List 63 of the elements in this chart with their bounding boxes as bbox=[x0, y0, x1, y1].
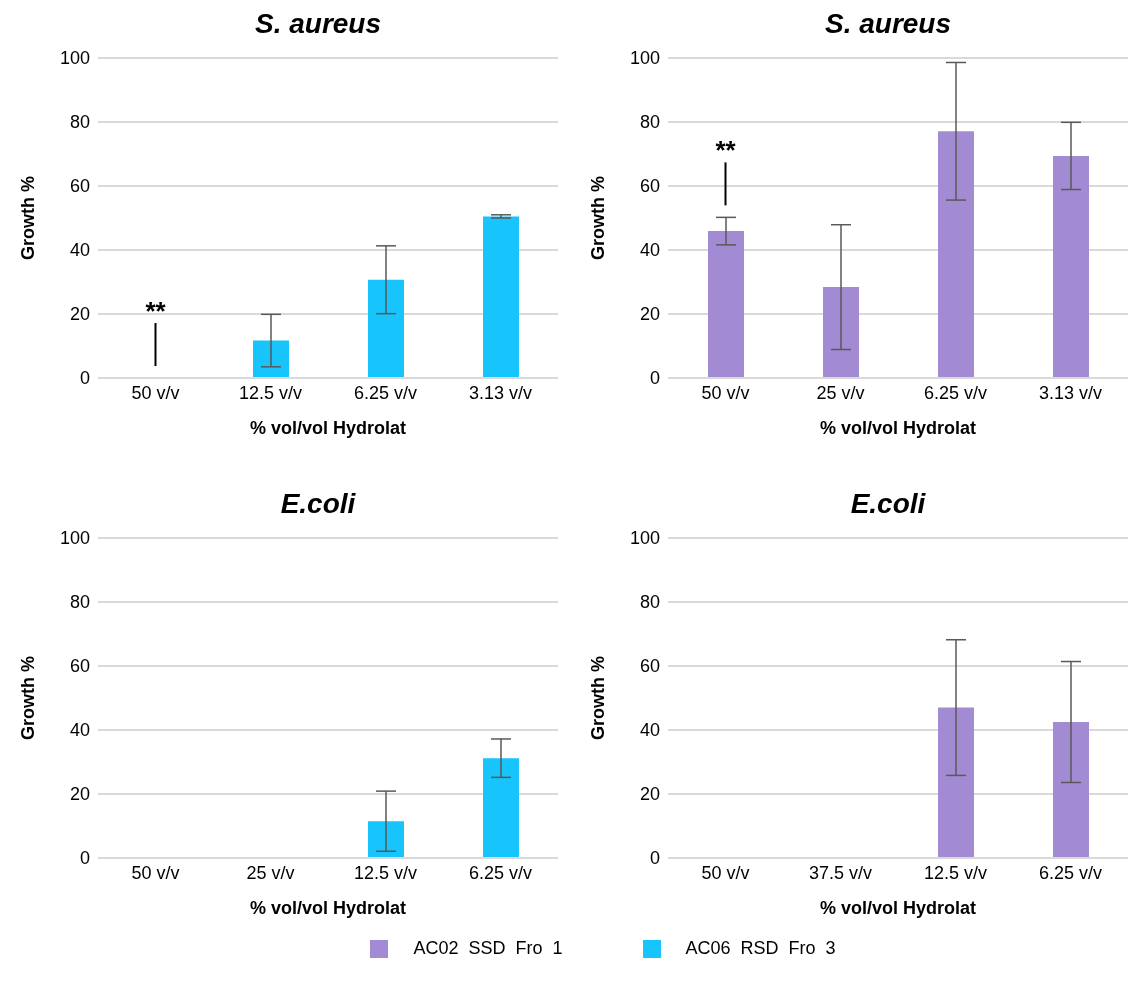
x-tick-label: 25 v/v bbox=[246, 862, 295, 883]
x-tick-label: 50 v/v bbox=[131, 862, 180, 883]
y-tick-label: 40 bbox=[639, 720, 660, 741]
y-tick-label: 40 bbox=[69, 720, 90, 741]
x-tick-label: 3.13 v/v bbox=[1038, 382, 1103, 403]
bar bbox=[708, 231, 744, 378]
chart-title: S. aureus bbox=[823, 8, 953, 41]
y-tick-label: 80 bbox=[69, 592, 90, 613]
x-axis-title: % vol/vol Hydrolat bbox=[819, 418, 977, 438]
y-tick-label: 80 bbox=[639, 592, 660, 613]
y-axis-title: Growth % bbox=[588, 176, 609, 260]
legend-label: AC02 SSD Fro 1 bbox=[413, 938, 563, 959]
y-tick-label: 100 bbox=[59, 48, 90, 69]
y-tick-label: 100 bbox=[59, 528, 90, 549]
bar bbox=[253, 340, 289, 378]
x-tick-label: 6.25 v/v bbox=[468, 862, 533, 883]
y-tick-label: 20 bbox=[639, 304, 660, 325]
y-tick-label: 0 bbox=[79, 848, 90, 869]
chart-title: E.coli bbox=[279, 488, 357, 521]
y-tick-label: 20 bbox=[69, 304, 90, 325]
annotation: ** bbox=[715, 135, 737, 166]
x-tick-label: 50 v/v bbox=[701, 382, 750, 403]
y-tick-label: 0 bbox=[649, 368, 660, 389]
y-tick-label: 40 bbox=[69, 240, 90, 261]
x-axis-title: % vol/vol Hydrolat bbox=[249, 898, 407, 918]
x-tick-label: 6.25 v/v bbox=[1038, 862, 1103, 883]
y-axis-title: Growth % bbox=[18, 656, 39, 740]
y-tick-label: 20 bbox=[639, 784, 660, 805]
y-tick-label: 100 bbox=[629, 48, 660, 69]
bar bbox=[938, 131, 974, 378]
x-axis-title: % vol/vol Hydrolat bbox=[819, 898, 977, 918]
x-tick-label: 3.13 v/v bbox=[468, 382, 533, 403]
y-tick-label: 80 bbox=[69, 112, 90, 133]
y-tick-label: 60 bbox=[69, 176, 90, 197]
chart-title: S. aureus bbox=[253, 8, 383, 41]
y-tick-label: 0 bbox=[649, 848, 660, 869]
x-axis-title: % vol/vol Hydrolat bbox=[249, 418, 407, 438]
y-tick-label: 80 bbox=[639, 112, 660, 133]
x-tick-label: 12.5 v/v bbox=[923, 862, 988, 883]
bar bbox=[823, 287, 859, 378]
x-tick-label: 6.25 v/v bbox=[923, 382, 988, 403]
y-tick-label: 100 bbox=[629, 528, 660, 549]
x-tick-label: 6.25 v/v bbox=[353, 382, 418, 403]
x-tick-label: 50 v/v bbox=[131, 382, 180, 403]
y-axis-title: Growth % bbox=[588, 656, 609, 740]
y-tick-label: 0 bbox=[79, 368, 90, 389]
bar bbox=[483, 216, 519, 378]
chart-title: E.coli bbox=[849, 488, 927, 521]
bar bbox=[368, 279, 404, 378]
x-tick-label: 12.5 v/v bbox=[238, 382, 303, 403]
y-tick-label: 60 bbox=[639, 176, 660, 197]
x-tick-label: 50 v/v bbox=[701, 862, 750, 883]
annotation: ** bbox=[145, 296, 167, 326]
y-tick-label: 20 bbox=[69, 784, 90, 805]
x-tick-label: 12.5 v/v bbox=[353, 862, 418, 883]
legend-label: AC06 RSD Fro 3 bbox=[685, 938, 836, 959]
y-tick-label: 40 bbox=[639, 240, 660, 261]
y-tick-label: 60 bbox=[69, 656, 90, 677]
y-tick-label: 60 bbox=[639, 656, 660, 677]
y-axis-title: Growth % bbox=[18, 176, 39, 260]
x-tick-label: 37.5 v/v bbox=[808, 862, 873, 883]
bar bbox=[1053, 155, 1089, 378]
x-tick-label: 25 v/v bbox=[816, 382, 865, 403]
